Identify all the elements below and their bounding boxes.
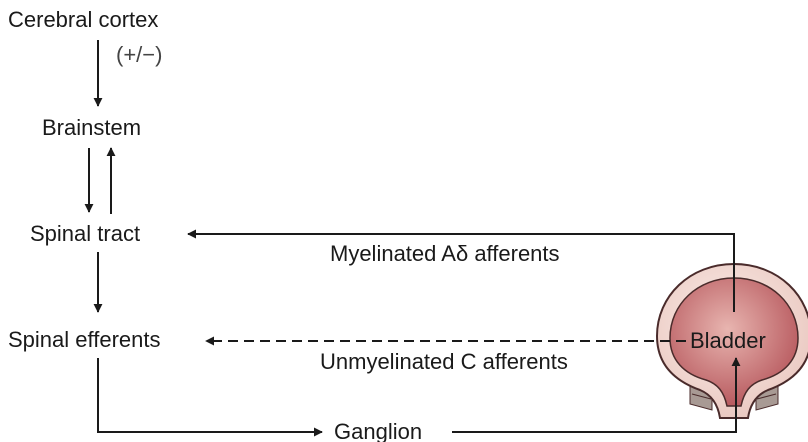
cortex-modulation-label: (+/−) bbox=[116, 42, 163, 67]
bladder-label: Bladder bbox=[690, 328, 766, 353]
myelinated-afferents-label: Myelinated Aδ afferents bbox=[330, 241, 560, 266]
brainstem-label: Brainstem bbox=[42, 115, 142, 140]
cerebral-cortex-label: Cerebral cortex bbox=[8, 7, 159, 32]
arrow-efferents-to-ganglion bbox=[97, 358, 323, 437]
ganglion-label: Ganglion bbox=[334, 419, 423, 442]
arrow-ganglion-to-bladder bbox=[452, 357, 741, 433]
spinal-efferents-label: Spinal efferents bbox=[8, 327, 161, 352]
bladder-illustration bbox=[655, 262, 808, 419]
spinal-tract-label: Spinal tract bbox=[30, 221, 141, 246]
arrow-myelinated-afferents bbox=[187, 229, 735, 312]
unmyelinated-afferents-label: Unmyelinated C afferents bbox=[320, 349, 568, 374]
